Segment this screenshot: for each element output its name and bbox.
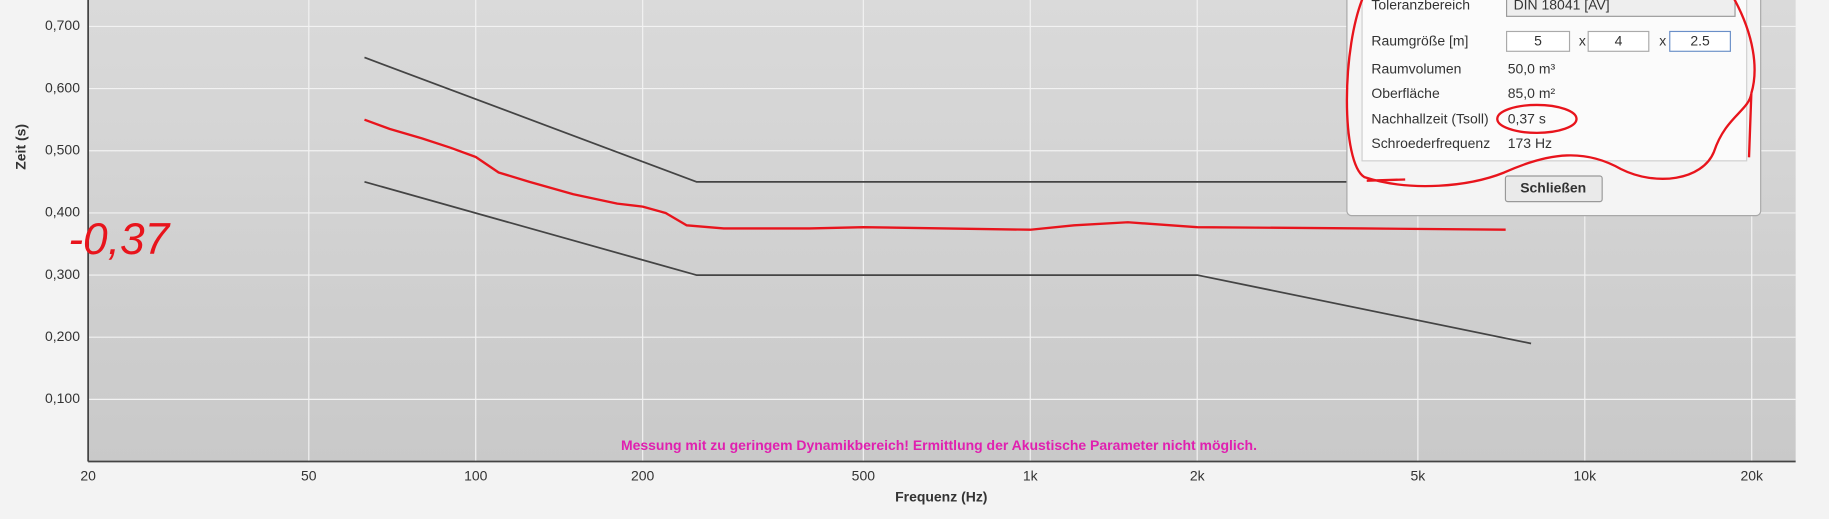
close-button-label[interactable]: Schließen xyxy=(1520,180,1586,196)
row-label: Nachhallzeit (Tsoll) xyxy=(1371,111,1488,127)
warning-annotation: Messung mit zu geringem Dynamikbereich! … xyxy=(621,437,1257,453)
input[interactable] xyxy=(1587,30,1650,52)
series-line xyxy=(364,180,1532,345)
y-tick-label: 0,700 xyxy=(45,17,80,33)
y-tick-label: 0,300 xyxy=(45,266,80,282)
series-line xyxy=(364,118,1506,231)
red-circle xyxy=(1496,103,1578,135)
x-tick-label: 5k xyxy=(1410,467,1425,483)
separator: x xyxy=(1659,33,1666,49)
row-label: Schroederfrequenz xyxy=(1371,135,1490,151)
y-axis-label: Zeit (s) xyxy=(12,124,28,170)
x-tick-label: 100 xyxy=(464,467,488,483)
y-tick-label: 0,500 xyxy=(45,141,80,157)
x-tick-label: 20 xyxy=(80,467,96,483)
row-label: Toleranzbereich xyxy=(1371,0,1470,13)
x-tick-label: 50 xyxy=(301,467,317,483)
input-value[interactable]: 2.5 xyxy=(1690,33,1710,49)
row-label: Raumvolumen xyxy=(1371,61,1461,77)
x-tick-label: 500 xyxy=(852,467,876,483)
handwritten-note: -0,37 xyxy=(68,215,170,264)
x-tick-label: 10k xyxy=(1574,467,1597,483)
row-value: 50,0 m³ xyxy=(1508,61,1556,77)
y-tick-label: 0,600 xyxy=(45,79,80,95)
input[interactable] xyxy=(1669,30,1731,52)
close-button[interactable] xyxy=(1504,175,1603,203)
series-line xyxy=(364,56,1532,183)
separator: x xyxy=(1579,33,1586,49)
red-scribble xyxy=(1345,0,1756,188)
dialog-panel xyxy=(1361,0,1748,162)
input[interactable] xyxy=(1506,30,1571,52)
x-axis-label: Frequenz (Hz) xyxy=(895,488,987,504)
row-value: 0,37 s xyxy=(1508,111,1546,127)
row-label: Oberfläche xyxy=(1371,85,1440,101)
input-value[interactable]: 4 xyxy=(1615,33,1623,49)
x-tick-label: 20k xyxy=(1740,467,1763,483)
row-value: 85,0 m² xyxy=(1508,85,1556,101)
x-tick-label: 2k xyxy=(1190,467,1205,483)
x-tick-label: 1k xyxy=(1023,467,1038,483)
dialog: Toleranzbereich DIN 18041 [AV] Raumgröße… xyxy=(1346,0,1762,217)
select-value[interactable]: DIN 18041 [AV] xyxy=(1514,0,1610,13)
x-tick-label: 200 xyxy=(631,467,655,483)
y-tick-label: 0,400 xyxy=(45,204,80,220)
select[interactable] xyxy=(1506,0,1736,17)
row-label: Raumgröße [m] xyxy=(1371,33,1468,49)
y-tick-label: 0,200 xyxy=(45,328,80,344)
input-value[interactable]: 5 xyxy=(1534,33,1542,49)
y-tick-label: 0,100 xyxy=(45,390,80,406)
row-value: 173 Hz xyxy=(1508,135,1552,151)
